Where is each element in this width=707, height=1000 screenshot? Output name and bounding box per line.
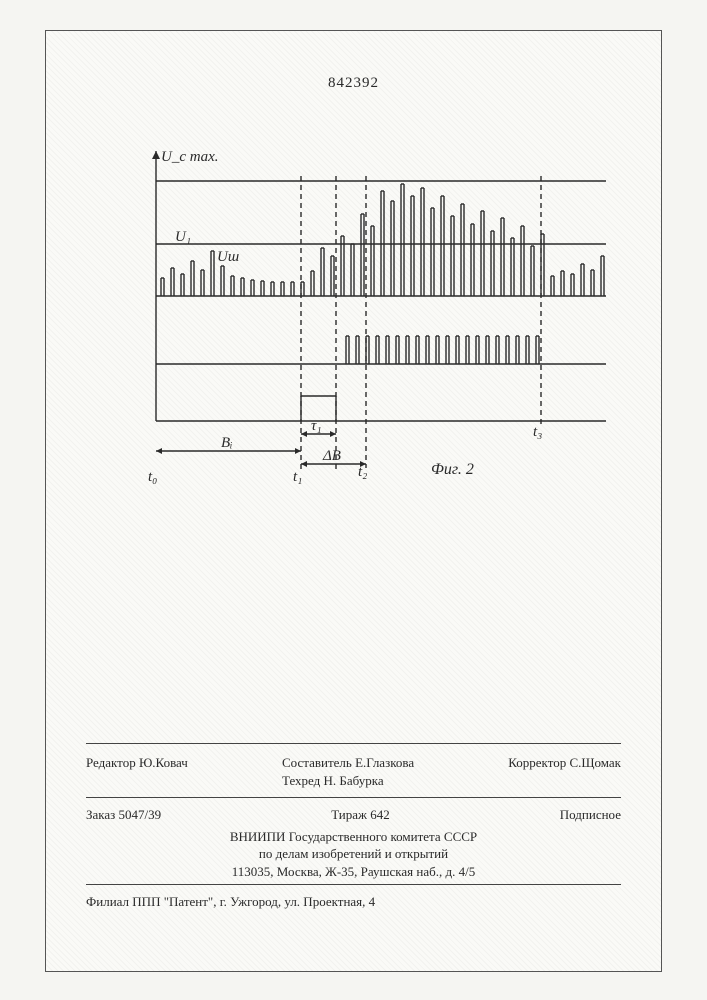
svg-text:t₀: t₀ bbox=[148, 469, 157, 485]
imprint-block: Редактор Ю.Ковач Составитель Е.Глазкова … bbox=[86, 739, 621, 911]
figure-caption: Фиг. 2 bbox=[431, 461, 474, 479]
page-frame: 842392 U_c max. U₁ Uш τ₁ΔB Bᵢ t₀ t₁ t₂ t₃ Фиг. 2… bbox=[45, 30, 662, 972]
svg-text:U₁: U₁ bbox=[175, 229, 191, 245]
credits-row: Редактор Ю.Ковач Составитель Е.Глазкова … bbox=[86, 748, 621, 793]
circulation: Тираж 642 bbox=[331, 806, 390, 824]
svg-text:ΔB: ΔB bbox=[322, 448, 341, 464]
compiler-credit: Составитель Е.Глазкова bbox=[282, 754, 414, 772]
org-line-2: по делам изобретений и открытий bbox=[86, 845, 621, 863]
techred-credit: Техред Н. Бабурка bbox=[282, 772, 414, 790]
svg-text:t₂: t₂ bbox=[358, 464, 367, 480]
order-number: Заказ 5047/39 bbox=[86, 806, 161, 824]
divider bbox=[86, 884, 621, 885]
org-line-1: ВНИИПИ Государственного комитета СССР bbox=[86, 828, 621, 846]
patent-number: 842392 bbox=[46, 75, 661, 92]
svg-text:U_c max.: U_c max. bbox=[161, 149, 218, 165]
timing-diagram: U_c max. U₁ Uш τ₁ΔB Bᵢ t₀ t₁ t₂ t₃ bbox=[121, 146, 626, 496]
org-address: 113035, Москва, Ж-35, Раушская наб., д. … bbox=[86, 863, 621, 881]
divider bbox=[86, 743, 621, 744]
svg-text:τ₁: τ₁ bbox=[311, 418, 322, 434]
svg-text:t₃: t₃ bbox=[533, 424, 542, 440]
svg-text:t₁: t₁ bbox=[293, 469, 302, 485]
order-row: Заказ 5047/39 Тираж 642 Подписное bbox=[86, 802, 621, 828]
signed: Подписное bbox=[560, 806, 621, 824]
svg-text:Bᵢ: Bᵢ bbox=[221, 435, 233, 451]
divider bbox=[86, 797, 621, 798]
corrector-credit: Корректор С.Щомак bbox=[508, 754, 621, 789]
branch-address: Филиал ППП "Патент", г. Ужгород, ул. Про… bbox=[86, 889, 621, 911]
svg-text:Uш: Uш bbox=[217, 249, 239, 265]
editor-credit: Редактор Ю.Ковач bbox=[86, 754, 188, 789]
